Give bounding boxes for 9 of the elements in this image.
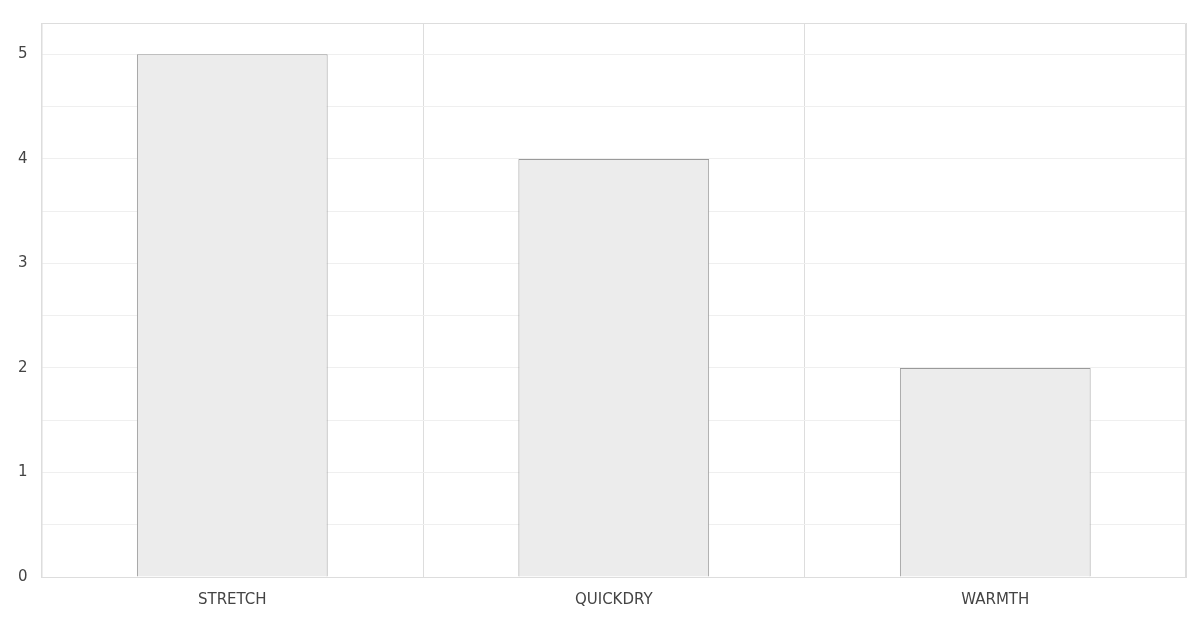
y-tick-label: 5 xyxy=(18,44,28,63)
x-tick-label: STRETCH xyxy=(197,589,267,608)
y-tick-label: 0 xyxy=(18,566,28,585)
y-tick-label: 4 xyxy=(18,148,28,167)
y-tick-label: 3 xyxy=(18,253,28,272)
x-tick-label: WARMTH xyxy=(961,589,1030,608)
y-tick-label: 1 xyxy=(18,462,28,481)
x-tick-label: QUICKDRY xyxy=(574,589,654,608)
y-tick-label: 2 xyxy=(18,357,28,376)
